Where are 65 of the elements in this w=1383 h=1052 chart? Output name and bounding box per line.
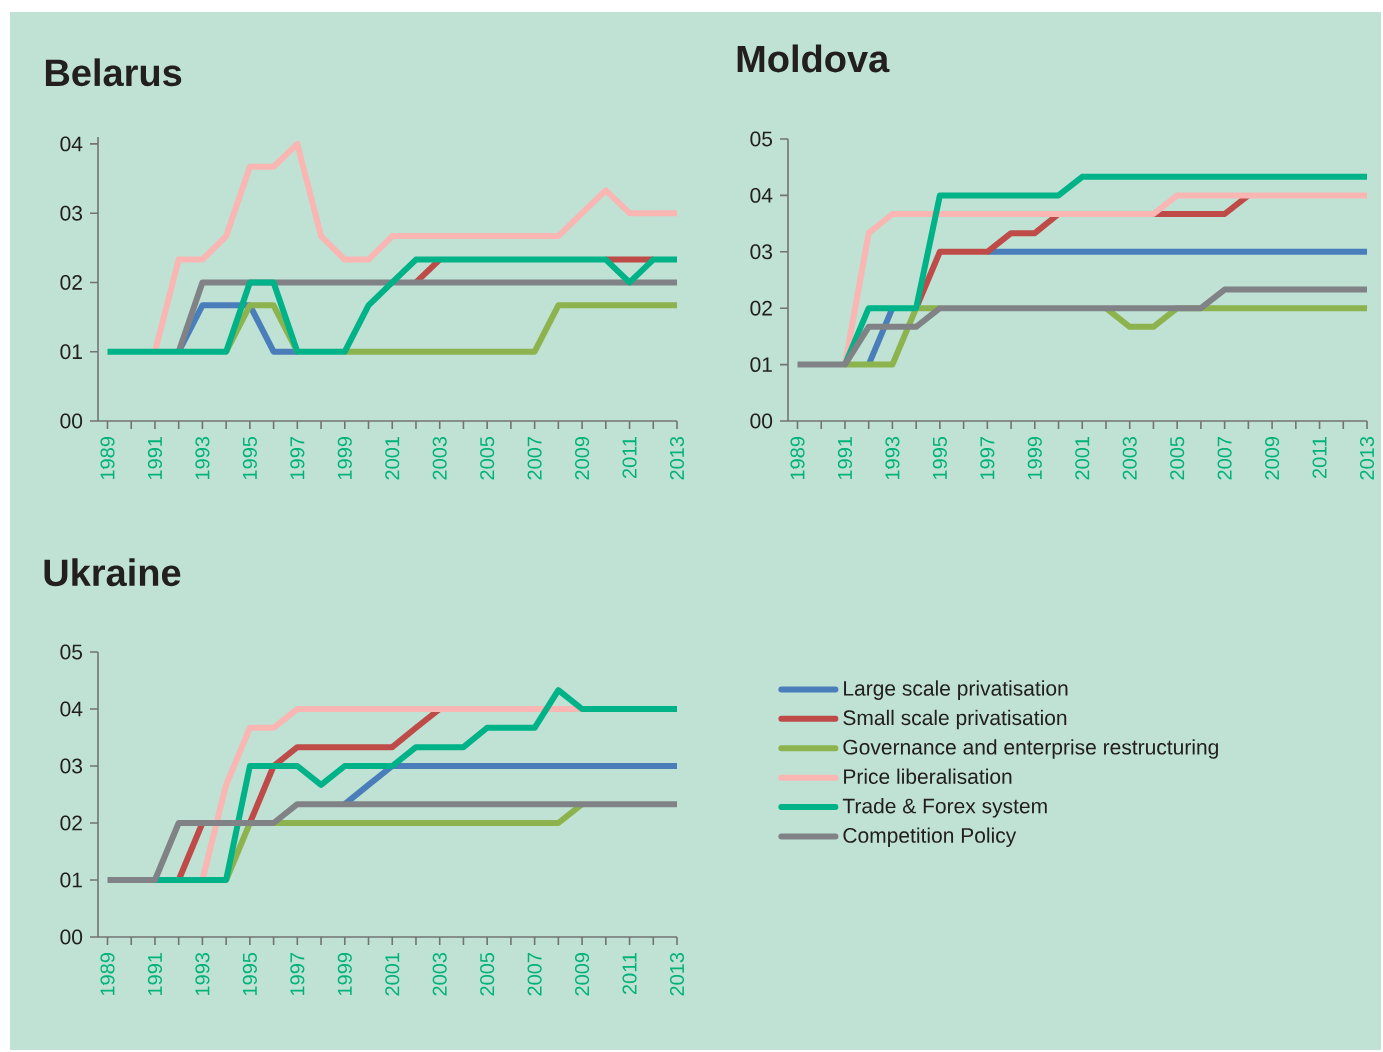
x-tick-label: 2005 [1170, 436, 1185, 480]
x-tick-label: 1991 [837, 437, 853, 479]
x-tick-label: 1993 [195, 436, 210, 479]
y-tick-label: 02 [60, 275, 82, 290]
x-tick-label: 2007 [527, 437, 542, 480]
x-tick-label: 2001 [1075, 437, 1090, 480]
legend-label: Competition Policy [843, 827, 1017, 848]
x-tick-label: 2003 [432, 436, 447, 480]
x-tick-label: 1997 [290, 953, 305, 996]
x-tick-label: 1997 [980, 437, 995, 479]
x-tick-label: 2009 [575, 952, 590, 996]
x-tick-label: 1993 [885, 436, 900, 479]
x-tick-label: 2007 [1217, 437, 1232, 480]
x-tick-label: 2007 [527, 953, 542, 996]
y-tick-label: 04 [60, 136, 83, 152]
y-tick-label: 01 [60, 344, 82, 360]
x-tick-label: 1999 [337, 436, 352, 479]
y-tick-label: 01 [60, 872, 82, 888]
x-tick-label: 2001 [385, 437, 400, 480]
x-tick-label: 2003 [432, 952, 447, 996]
x-tick-label: 1999 [337, 952, 352, 996]
x-tick-label: 2013 [669, 436, 685, 480]
y-tick-label: 03 [60, 758, 83, 774]
x-tick-label: 2011 [1312, 437, 1327, 479]
chart-title: Belarus [45, 58, 182, 87]
legend-label: Price liberalisation [844, 768, 1012, 785]
y-tick-label: 00 [60, 929, 83, 945]
x-tick-label: 1999 [1027, 436, 1042, 479]
x-tick-label: 1989 [100, 436, 115, 479]
legend-label: Large scale privatisation [844, 680, 1068, 700]
y-tick-label: 04 [750, 187, 773, 203]
chart-title: Moldova [737, 44, 890, 73]
y-tick-label: 05 [750, 131, 773, 147]
x-tick-label: 1995 [932, 436, 947, 479]
x-tick-label: 1991 [147, 437, 163, 479]
x-tick-label: 2011 [622, 953, 637, 995]
x-tick-label: 2001 [385, 953, 400, 996]
legend-label: Governance and enterprise restructuring [843, 739, 1218, 759]
x-tick-label: 1995 [242, 436, 257, 479]
y-tick-label: 00 [60, 413, 83, 429]
y-tick-label: 02 [750, 300, 772, 316]
x-tick-label: 2013 [1359, 436, 1375, 480]
x-tick-label: 1989 [790, 436, 805, 479]
x-tick-label: 2013 [669, 952, 685, 996]
x-tick-label: 1995 [242, 952, 257, 996]
legend-label: Small scale privatisation [843, 709, 1067, 730]
x-tick-label: 1997 [290, 437, 305, 479]
x-tick-label: 2009 [1265, 436, 1280, 480]
y-tick-label: 04 [60, 701, 83, 717]
x-tick-label: 1991 [147, 953, 163, 996]
x-tick-label: 2005 [480, 436, 495, 480]
x-tick-label: 1993 [195, 952, 210, 996]
x-tick-label: 2005 [480, 952, 495, 996]
y-tick-label: 05 [60, 644, 83, 660]
y-tick-label: 01 [750, 357, 772, 373]
y-tick-label: 03 [60, 205, 83, 221]
legend-label: Trade & Forex system [842, 798, 1047, 818]
x-tick-label: 2011 [622, 437, 637, 479]
y-tick-label: 02 [60, 815, 82, 831]
x-tick-label: 2003 [1122, 436, 1137, 480]
chart-title: Ukraine [44, 558, 181, 587]
y-tick-label: 03 [750, 244, 773, 260]
y-tick-label: 00 [750, 413, 773, 429]
x-tick-label: 2009 [575, 436, 590, 480]
x-tick-label: 1989 [100, 952, 115, 996]
